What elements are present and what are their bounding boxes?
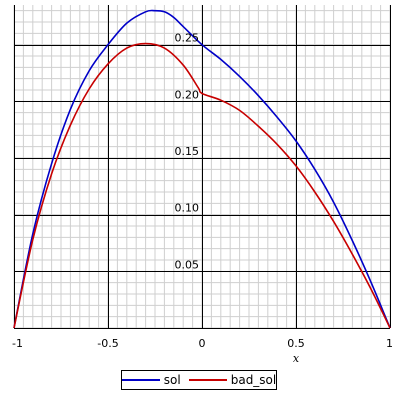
legend-label-sol: sol xyxy=(163,373,181,387)
legend-swatch-sol xyxy=(121,379,160,381)
series-line-sol xyxy=(13,9,391,329)
x-tick-label: 0.5 xyxy=(287,337,305,350)
x-tick-label: 1 xyxy=(386,337,393,350)
y-tick-label: 0.15 xyxy=(175,145,200,158)
legend-item-sol: sol xyxy=(121,373,181,387)
series-layer xyxy=(13,9,391,329)
y-tick-label: 0.10 xyxy=(175,202,200,215)
series-line-bad-sol xyxy=(13,42,391,329)
legend-swatch-bad-sol xyxy=(188,379,227,381)
legend: sol bad_sol xyxy=(121,370,277,390)
legend-label-bad-sol: bad_sol xyxy=(230,373,277,387)
x-tick-label: -1 xyxy=(12,337,23,350)
tick-labels: 0.05 0.10 0.15 0.20 0.25 -1 -0.5 0 0.5 1 xyxy=(12,32,393,350)
y-tick-label: 0.05 xyxy=(175,258,200,271)
y-tick-label: 0.25 xyxy=(175,32,200,45)
legend-item-bad-sol: bad_sol xyxy=(188,373,277,387)
x-tick-label: 0 xyxy=(199,337,206,350)
x-tick-label: -0.5 xyxy=(97,337,118,350)
axes xyxy=(14,5,390,329)
x-axis-label: x xyxy=(293,352,300,365)
y-tick-label: 0.20 xyxy=(175,88,200,101)
